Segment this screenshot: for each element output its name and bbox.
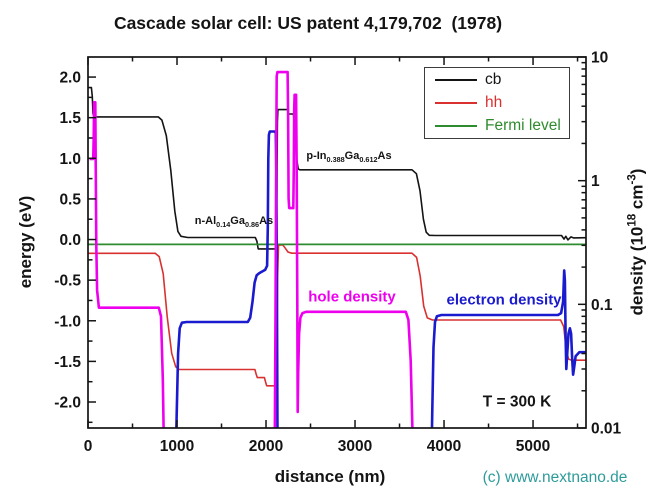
legend-line-sample (435, 79, 477, 81)
y-right-tick-label-1: 1 (591, 173, 600, 190)
y-left-tick-label--0.5: -0.5 (54, 273, 81, 290)
y-right-tick-label-0.01: 0.01 (591, 421, 622, 438)
legend-item-hh: hh (425, 92, 569, 114)
y-left-tick-label--1.0: -1.0 (54, 313, 81, 330)
legend-label: cb (485, 71, 502, 89)
legend-label: Fermi level (485, 117, 561, 135)
hole-density-label: hole density (308, 288, 396, 306)
y-left-tick-label--1.5: -1.5 (54, 354, 81, 371)
axis-ticks (87, 56, 586, 429)
x-tick-label-5000: 5000 (516, 438, 550, 455)
legend-line-sample (435, 125, 477, 127)
y-left-tick-label-0.0: 0.0 (59, 232, 81, 249)
y-left-tick-label--2.0: -2.0 (54, 395, 81, 412)
temperature-label: T = 300 K (482, 393, 552, 411)
series-line-electron-density (175, 130, 586, 428)
y-axis-label-right: density (1018 cm-3) (626, 168, 647, 316)
x-axis-label: distance (nm) (274, 467, 386, 486)
series-line-hole-density (89, 70, 414, 428)
legend-item-fermi-level: Fermi level (425, 115, 569, 137)
y-left-tick-label-1.5: 1.5 (59, 110, 81, 127)
y-right-tick-label-0.1: 0.1 (591, 297, 613, 314)
copyright-text: (c) www.nextnano.de (482, 469, 628, 486)
y-left-tick-label-2.0: 2.0 (59, 70, 81, 87)
legend: cb hh Fermi level (424, 67, 570, 139)
x-tick-label-1000: 1000 (160, 438, 194, 455)
legend-line-sample (435, 102, 477, 104)
x-tick-label-2000: 2000 (249, 438, 283, 455)
electron-density-label: electron density (446, 291, 562, 309)
legend-item-cb: cb (425, 69, 569, 91)
x-tick-label-3000: 3000 (338, 438, 372, 455)
layer-p-ingaas: p-In0.388Ga0.612As (306, 149, 392, 165)
y-axis-label-left: energy (eV) (16, 195, 35, 289)
chart-title: Cascade solar cell: US patent 4,179,702 … (113, 13, 503, 33)
y-right-tick-label-10: 10 (591, 50, 608, 67)
series-layer (88, 70, 586, 428)
x-tick-label-4000: 4000 (427, 438, 461, 455)
x-tick-label-0: 0 (84, 438, 93, 455)
y-left-tick-label-1.0: 1.0 (59, 151, 81, 168)
legend-label: hh (485, 94, 503, 112)
tick-labels: 0 1000 2000 3000 4000 5000 2.0 1.5 1.0 0.5 0.0 -0.5… (54, 50, 621, 456)
y-left-tick-label-0.5: 0.5 (59, 191, 81, 208)
plot-frame (87, 56, 587, 429)
layer-n-algaas: n-Al0.14Ga0.86As (194, 214, 274, 230)
